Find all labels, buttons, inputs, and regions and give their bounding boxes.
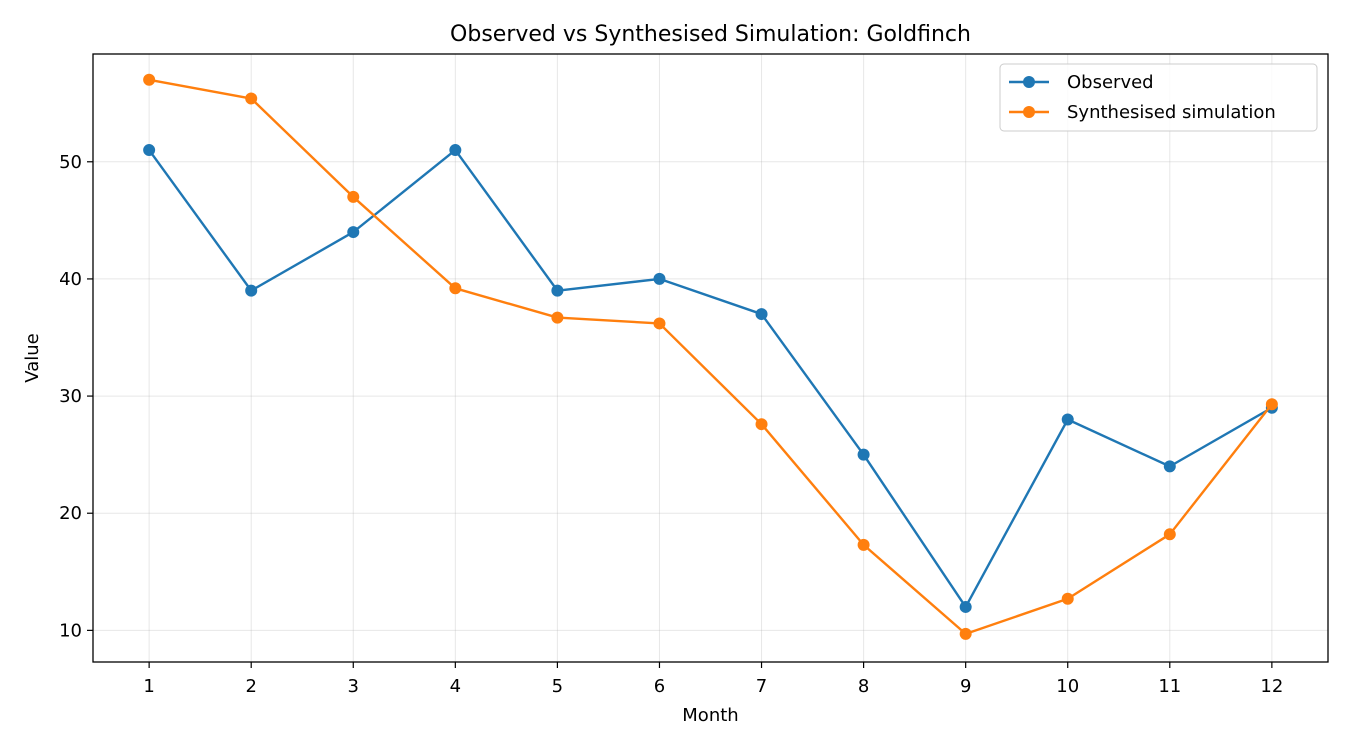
data-point-synthesised-simulation bbox=[245, 92, 258, 105]
x-tick-label: 9 bbox=[960, 676, 971, 697]
data-point-synthesised-simulation bbox=[347, 190, 360, 203]
series-line-synthesised-simulation bbox=[147, 78, 1274, 636]
legend-item-synthesised-simulation: Synthesised simulation bbox=[1009, 102, 1276, 123]
data-point-observed bbox=[143, 144, 156, 157]
data-point-synthesised-simulation bbox=[959, 627, 972, 640]
x-tick-label: 1 bbox=[143, 676, 154, 697]
data-point-synthesised-simulation bbox=[1265, 398, 1278, 411]
chart-title: Observed vs Synthesised Simulation: Gold… bbox=[450, 22, 971, 47]
data-point-synthesised-simulation bbox=[1163, 528, 1176, 541]
x-tick-label: 11 bbox=[1158, 676, 1181, 697]
x-tick-label: 2 bbox=[245, 676, 256, 697]
grid-lines bbox=[93, 54, 1328, 662]
data-point-observed bbox=[1061, 413, 1074, 426]
data-point-observed bbox=[653, 272, 666, 285]
series-synthesised-simulation bbox=[143, 73, 1278, 640]
legend-box bbox=[999, 63, 1318, 132]
data-point-observed bbox=[1163, 460, 1176, 473]
x-tick-label: 5 bbox=[552, 676, 563, 697]
plot-frame bbox=[92, 53, 1329, 663]
legend: Observed Synthesised simulation bbox=[999, 63, 1318, 132]
data-point-observed bbox=[551, 284, 564, 297]
legend-marker-synthesised-simulation bbox=[1023, 106, 1035, 118]
data-point-synthesised-simulation bbox=[1061, 592, 1074, 605]
data-point-observed bbox=[755, 308, 768, 321]
data-point-observed bbox=[245, 284, 258, 297]
data-point-observed bbox=[857, 448, 870, 461]
x-axis-label: Month bbox=[682, 705, 738, 726]
y-axis-label: Value bbox=[22, 333, 43, 382]
y-tick-label: 50 bbox=[59, 152, 82, 173]
legend-marker-observed bbox=[1023, 76, 1035, 88]
x-tick-label: 8 bbox=[858, 676, 869, 697]
y-tick-label: 10 bbox=[59, 620, 82, 641]
legend-label-synthesised-simulation: Synthesised simulation bbox=[1067, 102, 1276, 123]
data-point-observed bbox=[959, 600, 972, 613]
y-tick-label: 30 bbox=[59, 386, 82, 407]
x-axis: 1 2 3 4 5 6 7 8 9 10 11 12 bbox=[143, 662, 1283, 697]
legend-item-observed: Observed bbox=[1009, 72, 1154, 93]
data-point-synthesised-simulation bbox=[755, 418, 768, 431]
legend-label-observed: Observed bbox=[1067, 72, 1154, 93]
data-point-synthesised-simulation bbox=[653, 317, 666, 330]
x-tick-label: 10 bbox=[1056, 676, 1079, 697]
data-point-synthesised-simulation bbox=[143, 73, 156, 86]
y-tick-label: 40 bbox=[59, 269, 82, 290]
x-tick-label: 4 bbox=[450, 676, 461, 697]
x-tick-label: 3 bbox=[348, 676, 359, 697]
y-axis: 10 20 30 40 50 bbox=[59, 152, 93, 641]
series-observed bbox=[143, 144, 1278, 613]
data-point-observed bbox=[347, 226, 360, 239]
y-tick-label: 20 bbox=[59, 503, 82, 524]
x-tick-label: 6 bbox=[654, 676, 665, 697]
data-point-synthesised-simulation bbox=[551, 311, 564, 324]
data-point-observed bbox=[449, 144, 462, 157]
x-tick-label: 12 bbox=[1260, 676, 1283, 697]
data-point-synthesised-simulation bbox=[449, 282, 462, 295]
series-line-observed bbox=[147, 148, 1274, 609]
x-tick-label: 7 bbox=[756, 676, 767, 697]
data-point-synthesised-simulation bbox=[857, 538, 870, 551]
series-layer bbox=[143, 73, 1278, 640]
